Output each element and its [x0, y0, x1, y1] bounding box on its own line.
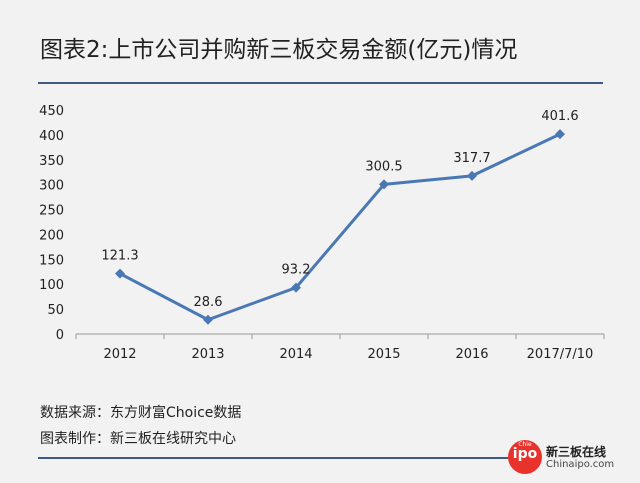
data-label: 121.3 — [101, 249, 138, 264]
logo-name: 新三板在线 — [546, 445, 607, 459]
logo-domain: Chinaipo.com — [546, 459, 615, 470]
x-axis: 2012 2013 2014 2015 2016 2017/7/10 — [75, 333, 605, 362]
data-label: 93.2 — [282, 263, 311, 278]
y-tick-label: 100 — [39, 278, 64, 293]
line-chart: 0 50 100 150 200 250 300 350 400 450 2012 2013 2014… — [39, 104, 605, 362]
x-tick-label: 2017/7/10 — [527, 347, 594, 362]
bottom-divider — [38, 457, 508, 459]
y-tick-label: 50 — [47, 303, 64, 318]
logo-circle-text: ipo — [512, 446, 538, 462]
data-label: 28.6 — [194, 295, 223, 310]
data-point-marker — [291, 282, 301, 293]
data-point-marker — [555, 129, 565, 140]
chart-title: 图表2:上市公司并购新三板交易金额(亿元)情况 — [40, 37, 518, 63]
series-line-group: 121.3 28.6 93.2 300.5 317.7 401.6 — [101, 109, 579, 325]
y-tick-label: 250 — [39, 204, 64, 219]
y-tick-label: 0 — [56, 328, 64, 343]
logo-circle-sub: Chie — [518, 441, 532, 448]
x-tick-label: 2015 — [367, 347, 400, 362]
data-label: 317.7 — [453, 151, 490, 166]
data-point-marker — [379, 179, 389, 190]
data-point-marker — [203, 314, 213, 325]
title-divider — [38, 82, 603, 84]
y-tick-label: 150 — [39, 253, 64, 268]
x-tick-label: 2012 — [103, 347, 136, 362]
y-tick-label: 400 — [39, 129, 64, 144]
data-point-marker — [467, 170, 477, 181]
source-note: 数据来源：东方财富Choice数据 — [40, 405, 242, 421]
logo-circle-icon: Chie ipo — [508, 440, 542, 474]
y-tick-label: 200 — [39, 228, 64, 243]
y-tick-label: 450 — [39, 104, 64, 119]
data-label: 300.5 — [365, 159, 402, 174]
y-axis: 0 50 100 150 200 250 300 350 400 450 — [39, 104, 64, 343]
x-tick-label: 2014 — [279, 347, 312, 362]
y-tick-label: 350 — [39, 154, 64, 169]
brand-logo: Chie ipo 新三板在线 Chinaipo.com — [508, 440, 628, 476]
x-tick-label: 2013 — [191, 347, 224, 362]
x-tick-label: 2016 — [455, 347, 488, 362]
data-label: 401.6 — [541, 109, 578, 124]
data-point-marker — [115, 268, 125, 279]
y-tick-label: 300 — [39, 179, 64, 194]
maker-note: 图表制作：新三板在线研究中心 — [40, 431, 236, 447]
series-line — [119, 132, 561, 322]
